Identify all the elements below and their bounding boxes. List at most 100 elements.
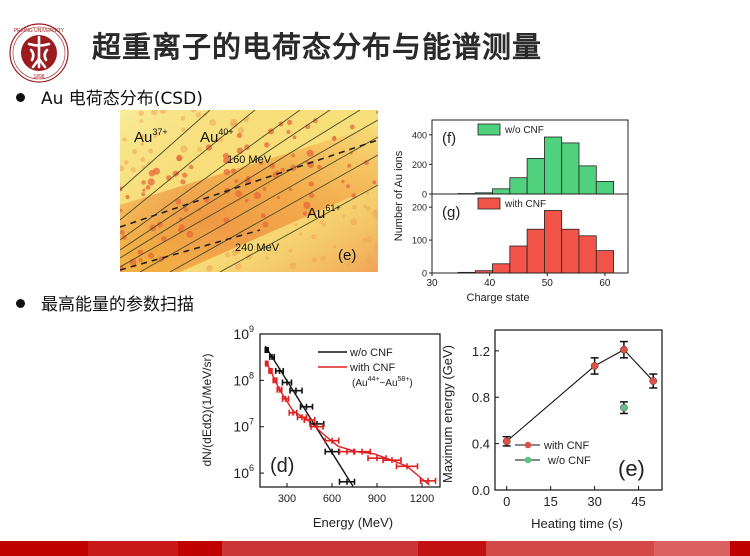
y-tick-label: 100 <box>412 236 427 246</box>
csd-spot <box>234 263 242 271</box>
y-tick-label: 0 <box>422 190 427 200</box>
histogram-bar <box>492 188 511 195</box>
csd-spot <box>141 180 146 185</box>
panel-label: (g) <box>442 204 460 221</box>
data-point <box>620 403 628 412</box>
histogram-bar <box>578 235 597 274</box>
histogram-bar <box>526 158 545 195</box>
footer-color-band <box>0 541 750 556</box>
series-line <box>506 349 654 442</box>
csd-spot <box>122 137 127 142</box>
panel-label-e-image: (e) <box>338 247 356 264</box>
csd-spot <box>243 118 249 123</box>
band-segment <box>88 541 178 556</box>
histogram-bar <box>595 181 614 195</box>
x-tick-label: 45 <box>631 494 645 509</box>
csd-spot <box>350 218 358 226</box>
legend-marker <box>524 441 532 449</box>
csd-spot <box>276 195 281 200</box>
y-tick-label: 106 <box>233 463 254 481</box>
csd-spot <box>351 193 357 198</box>
y-tick-label: 109 <box>233 324 254 342</box>
csd-spot <box>151 110 158 116</box>
csd-spot <box>231 249 238 257</box>
bullet-text: Au 电荷态分布(CSD) <box>41 89 203 109</box>
csd-spot <box>341 179 345 184</box>
y-tick-label: 107 <box>233 417 254 435</box>
histogram-g: 0 100 200 (g) with CNF 30 40 50 60 <box>412 193 629 289</box>
university-logo: PEKING UNIVERSITY 1898 <box>9 23 69 83</box>
energy-contours <box>120 139 378 271</box>
csd-spot <box>179 224 185 230</box>
legend-label-with-cnf: with CNF <box>349 362 396 374</box>
x-tick-label: 40 <box>484 278 496 289</box>
csd-spot <box>372 209 378 217</box>
csd-spot <box>347 163 352 168</box>
x-tick-label: 30 <box>426 278 438 289</box>
csd-spot <box>294 223 298 227</box>
band-segment <box>0 541 88 556</box>
csd-spot <box>220 244 224 248</box>
csd-spot <box>138 258 143 263</box>
csd-spot <box>363 204 367 209</box>
csd-spot <box>288 187 293 192</box>
data-point <box>649 377 658 385</box>
charge-state-lines <box>120 110 378 272</box>
csd-spot <box>289 262 297 270</box>
data-point <box>620 345 628 354</box>
csd-spot <box>120 208 123 213</box>
csd-spot <box>142 188 146 192</box>
csd-spot <box>291 153 296 158</box>
histogram-bar <box>509 177 528 195</box>
legend-label: with CNF <box>504 199 546 210</box>
csd-spot <box>366 256 374 264</box>
csd-spot <box>147 178 155 186</box>
logo-top-text: PEKING UNIVERSITY <box>14 28 65 34</box>
csd-spot <box>308 181 314 187</box>
csd-spot <box>365 235 373 243</box>
csd-spot <box>230 118 238 126</box>
plot-frame <box>494 329 663 491</box>
csd-spot <box>259 161 263 166</box>
y-tick-label: 0.8 <box>472 390 490 405</box>
csd-spot <box>148 148 154 154</box>
csd-spot <box>363 160 369 166</box>
csd-spot <box>373 244 378 251</box>
histogram-bar <box>561 228 580 274</box>
csd-spot <box>366 191 370 195</box>
csd-spot <box>320 255 326 261</box>
label-240mev: 240 MeV <box>235 242 280 254</box>
x-tick-label: 15 <box>543 494 557 509</box>
csd-spot <box>141 165 145 169</box>
histogram-f: 0 200 400 (f) w/o CNF <box>412 119 629 200</box>
csd-spot <box>237 248 241 252</box>
csd-spot <box>244 144 250 151</box>
csd-spot <box>244 199 249 203</box>
x-tick-label: 30 <box>587 494 601 509</box>
csd-spot <box>306 149 314 157</box>
band-segment <box>654 541 730 556</box>
csd-spot <box>161 236 167 242</box>
csd-spot <box>346 261 352 266</box>
csd-detector-image: Au37+ Au40+ Au61+ 160 MeV 240 MeV (e) <box>120 110 378 272</box>
y-tick-label: 1.2 <box>472 344 490 359</box>
legend-marker <box>524 456 532 464</box>
csd-spot <box>312 257 317 263</box>
csd-spot <box>342 214 346 218</box>
csd-spot <box>373 214 378 219</box>
label-au61: Au61+ <box>307 203 341 222</box>
csd-spot <box>311 234 317 240</box>
band-segment <box>730 541 750 556</box>
csd-spot <box>138 110 144 117</box>
label-160mev: 160 MeV <box>227 154 272 166</box>
max-energy-ylabel: Maximum energy (GeV) <box>440 345 455 483</box>
csd-spot <box>288 248 293 253</box>
csd-spot <box>197 146 203 152</box>
max-energy-xlabel: Heating time (s) <box>531 516 623 531</box>
x-tick-label: 60 <box>599 278 611 289</box>
logo-year: 1898 <box>33 74 44 80</box>
csd-spot <box>346 184 351 189</box>
logo-text-ring <box>12 26 66 80</box>
csd-spot <box>299 232 303 236</box>
legend-label-wo-cnf: w/o CNF <box>349 347 393 359</box>
